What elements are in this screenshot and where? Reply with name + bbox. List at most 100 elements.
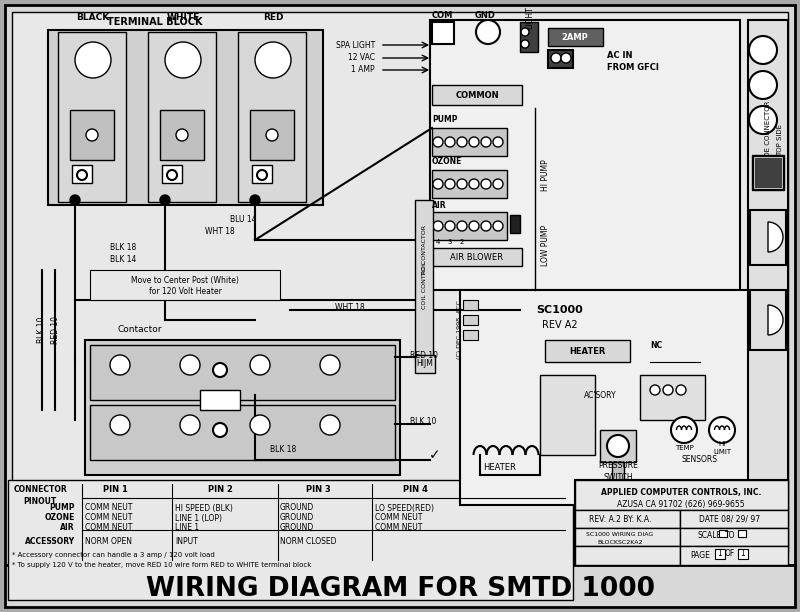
Text: BLOCKSC2KA2: BLOCKSC2KA2 [598, 540, 642, 545]
Text: LIMIT: LIMIT [713, 449, 731, 455]
Text: HI SPEED (BLK): HI SPEED (BLK) [175, 504, 233, 512]
Bar [8, 480, 573, 600]
Text: OZONE: OZONE [432, 157, 462, 166]
Circle shape [445, 221, 455, 231]
Text: HIJM: HIJM [417, 359, 434, 368]
Bar [252, 165, 272, 183]
Bar [432, 170, 507, 198]
Bar [460, 290, 755, 505]
Text: SC1000 WIRING DIAG: SC1000 WIRING DIAG [586, 532, 654, 537]
Text: COMM NEUT: COMM NEUT [85, 504, 132, 512]
Text: INPUT: INPUT [175, 537, 198, 547]
Circle shape [180, 415, 200, 435]
Text: SENSORS: SENSORS [682, 455, 718, 465]
Text: GND: GND [475, 12, 496, 20]
Bar [200, 390, 240, 410]
Text: APPLIED COMPUTER CONTROLS, INC.: APPLIED COMPUTER CONTROLS, INC. [601, 488, 761, 498]
Text: LOW PUMP: LOW PUMP [541, 225, 550, 266]
Text: TOP SIDE: TOP SIDE [777, 124, 783, 156]
Text: PRESSURE: PRESSURE [598, 460, 638, 469]
Text: NORM OPEN: NORM OPEN [85, 537, 132, 547]
Text: 1 AMP: 1 AMP [351, 65, 375, 75]
Circle shape [481, 179, 491, 189]
Text: BLK 10: BLK 10 [410, 417, 436, 427]
Text: COMMON: COMMON [455, 91, 499, 100]
Bar [70, 110, 114, 160]
Circle shape [77, 170, 87, 180]
Text: BLACK: BLACK [76, 13, 110, 23]
Bar [48, 30, 323, 205]
Circle shape [493, 137, 503, 147]
Circle shape [433, 221, 443, 231]
Circle shape [481, 137, 491, 147]
Text: 3: 3 [448, 239, 452, 245]
Text: AZUSA CA 91702 (626) 969-9655: AZUSA CA 91702 (626) 969-9655 [617, 501, 745, 510]
Text: WIRING DIAGRAM FOR SMTD 1000: WIRING DIAGRAM FOR SMTD 1000 [146, 576, 654, 602]
Bar [5, 565, 795, 607]
Circle shape [561, 53, 571, 63]
Bar [90, 405, 395, 460]
Text: BLK 14: BLK 14 [110, 255, 136, 264]
Text: FROM GFCI: FROM GFCI [607, 62, 659, 72]
Text: PINOUT: PINOUT [23, 496, 57, 506]
Text: GROUND: GROUND [280, 513, 314, 523]
Text: RED: RED [262, 13, 283, 23]
Circle shape [75, 42, 111, 78]
Circle shape [709, 417, 735, 443]
Circle shape [663, 385, 673, 395]
Text: RED 10: RED 10 [50, 316, 59, 344]
Text: GROUND: GROUND [280, 504, 314, 512]
Text: HEATER: HEATER [483, 463, 517, 472]
Text: OZONE: OZONE [45, 513, 75, 523]
Text: NORM CLOSED: NORM CLOSED [280, 537, 337, 547]
Bar [575, 480, 788, 510]
Bar [738, 530, 746, 537]
Bar [640, 375, 705, 420]
Bar [432, 128, 507, 156]
Circle shape [320, 355, 340, 375]
Circle shape [469, 137, 479, 147]
Text: HI: HI [718, 441, 726, 447]
Text: REV A2: REV A2 [542, 320, 578, 330]
Text: TERMINAL BLOCK: TERMINAL BLOCK [107, 17, 202, 27]
Bar [715, 549, 725, 559]
Text: SWITCH: SWITCH [603, 472, 633, 482]
Text: Contactor: Contactor [118, 326, 162, 335]
Text: 4: 4 [436, 239, 440, 245]
Text: PIN 3: PIN 3 [306, 485, 330, 494]
Circle shape [457, 179, 467, 189]
Text: SPA LIGHT: SPA LIGHT [336, 40, 375, 50]
Bar [415, 355, 435, 373]
Bar [463, 330, 478, 340]
Circle shape [86, 129, 98, 141]
Bar [750, 290, 786, 350]
Circle shape [749, 36, 777, 64]
Circle shape [521, 40, 529, 48]
Bar [250, 110, 294, 160]
Bar [85, 340, 400, 475]
Text: REV: A.2 BY: K.A.: REV: A.2 BY: K.A. [589, 515, 651, 523]
Bar [415, 200, 433, 360]
Bar [432, 212, 507, 240]
Text: HI PUMP: HI PUMP [541, 159, 550, 191]
Bar [575, 528, 680, 546]
Bar [754, 157, 782, 188]
Circle shape [320, 415, 340, 435]
Circle shape [671, 417, 697, 443]
Text: SCALE: SCALE [697, 531, 722, 540]
Bar [680, 528, 788, 546]
Circle shape [213, 363, 227, 377]
Circle shape [749, 106, 777, 134]
Bar [752, 155, 784, 190]
Bar [600, 430, 636, 462]
Bar [545, 340, 630, 362]
Wedge shape [768, 222, 783, 252]
Circle shape [110, 415, 130, 435]
Circle shape [445, 179, 455, 189]
Circle shape [433, 179, 443, 189]
Circle shape [433, 137, 443, 147]
Circle shape [457, 221, 467, 231]
Text: BLU 14: BLU 14 [230, 215, 257, 225]
Text: LINE 1 (LOP): LINE 1 (LOP) [175, 513, 222, 523]
Circle shape [445, 137, 455, 147]
